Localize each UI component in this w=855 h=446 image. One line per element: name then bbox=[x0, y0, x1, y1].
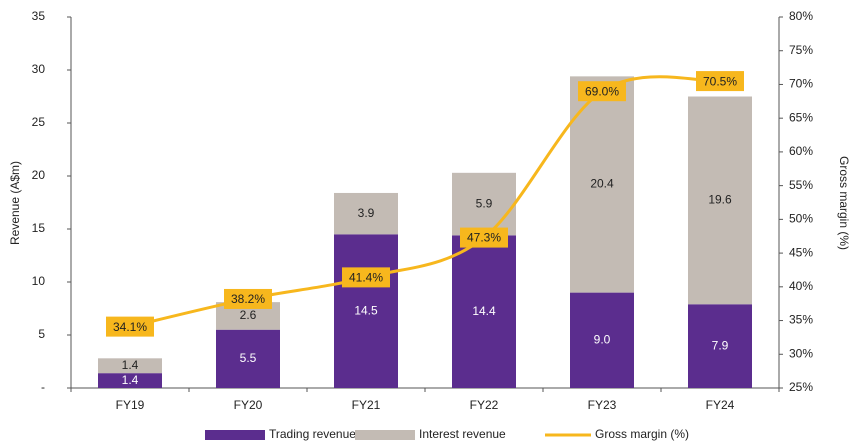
bar bbox=[98, 358, 162, 374]
y2-tick-label: 35% bbox=[789, 313, 813, 327]
bar-value-label: 3.9 bbox=[358, 206, 375, 220]
legend-label: Gross margin (%) bbox=[595, 427, 689, 441]
bar bbox=[334, 192, 398, 235]
y-tick-label: 15 bbox=[32, 221, 46, 235]
line-label-box bbox=[460, 227, 508, 248]
bar-value-label: 5.9 bbox=[476, 196, 493, 210]
y2-tick-label: 65% bbox=[789, 110, 813, 124]
y2-tick-label: 40% bbox=[789, 279, 813, 293]
bar-value-label: 1.4 bbox=[122, 373, 139, 387]
bar-value-label: 1.4 bbox=[122, 358, 139, 372]
y-tick-label: 5 bbox=[38, 327, 45, 341]
x-tick-label: FY19 bbox=[116, 398, 145, 412]
bar-value-label: 19.6 bbox=[708, 193, 732, 207]
y2-axis-label: Gross margin (%) bbox=[837, 156, 851, 250]
legend-swatch bbox=[355, 430, 415, 440]
line-value-label: 70.5% bbox=[703, 74, 737, 88]
y2-tick-label: 45% bbox=[789, 245, 813, 259]
line-value-label: 69.0% bbox=[585, 84, 619, 98]
bar bbox=[688, 304, 752, 388]
bar-value-label: 5.5 bbox=[240, 351, 257, 365]
bar-value-label: 9.0 bbox=[594, 332, 611, 346]
line-label-box bbox=[578, 81, 626, 102]
line-label-box bbox=[224, 288, 272, 309]
bar bbox=[216, 329, 280, 388]
legend-label: Trading revenues bbox=[269, 427, 362, 441]
bar bbox=[452, 172, 516, 236]
y-tick-label: 25 bbox=[32, 115, 46, 129]
y2-tick-label: 55% bbox=[789, 178, 813, 192]
line-label-box bbox=[696, 71, 744, 92]
bar bbox=[688, 96, 752, 305]
bar-value-label: 7.9 bbox=[712, 338, 729, 352]
x-tick-label: FY23 bbox=[588, 398, 617, 412]
y2-tick-label: 80% bbox=[789, 9, 813, 23]
y2-tick-label: 50% bbox=[789, 212, 813, 226]
x-tick-label: FY24 bbox=[706, 398, 735, 412]
bar bbox=[452, 235, 516, 388]
x-tick-label: FY21 bbox=[352, 398, 381, 412]
y-tick-label: 20 bbox=[32, 168, 46, 182]
legend-label: Interest revenue bbox=[419, 427, 506, 441]
line-label-box bbox=[342, 267, 390, 288]
y-tick-label: 35 bbox=[32, 9, 46, 23]
bar bbox=[570, 292, 634, 388]
y-tick-label: 30 bbox=[32, 62, 46, 76]
bar-value-label: 14.4 bbox=[472, 304, 496, 318]
x-tick-label: FY22 bbox=[470, 398, 499, 412]
bar-value-label: 20.4 bbox=[590, 177, 614, 191]
bar bbox=[98, 373, 162, 388]
y-axis-label: Revenue (A$m) bbox=[8, 161, 22, 245]
y2-tick-label: 70% bbox=[789, 77, 813, 91]
y2-tick-label: 25% bbox=[789, 380, 813, 394]
y2-tick-label: 60% bbox=[789, 144, 813, 158]
y2-tick-label: 75% bbox=[789, 43, 813, 57]
x-tick-label: FY20 bbox=[234, 398, 263, 412]
legend-swatch bbox=[205, 430, 265, 440]
line-value-label: 38.2% bbox=[231, 292, 265, 306]
y-tick-label: - bbox=[41, 380, 45, 394]
line-value-label: 41.4% bbox=[349, 271, 383, 285]
line-value-label: 34.1% bbox=[113, 320, 147, 334]
bar bbox=[334, 234, 398, 388]
line-label-box bbox=[106, 316, 154, 337]
line-value-label: 47.3% bbox=[467, 231, 501, 245]
bar-value-label: 14.5 bbox=[354, 303, 378, 317]
bar-value-label: 2.6 bbox=[240, 308, 257, 322]
y2-tick-label: 30% bbox=[789, 346, 813, 360]
y-tick-label: 10 bbox=[32, 274, 46, 288]
